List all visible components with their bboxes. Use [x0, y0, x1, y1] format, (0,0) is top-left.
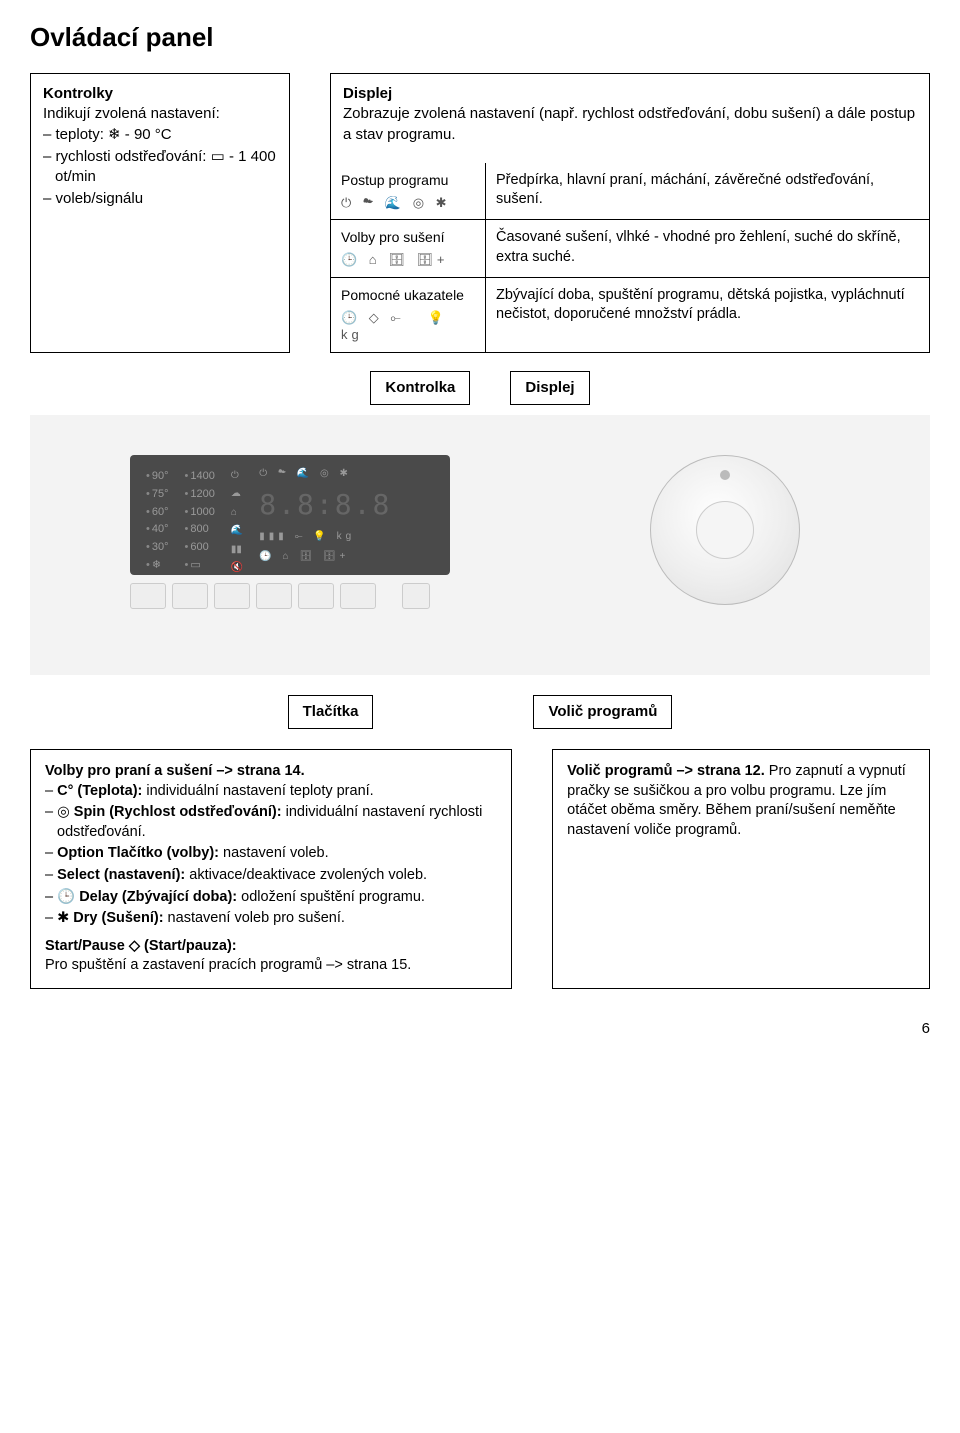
leftblock-item: Select (nastavení): aktivace/deaktivace …	[45, 866, 497, 886]
displej-box: Displej Zobrazuje zvolená nastavení (nap…	[330, 73, 930, 353]
kontrolky-item: rychlosti odstřeďování: ▭ - 1 400 ot/min	[43, 147, 277, 188]
spin-val: 1200	[190, 488, 214, 500]
spin-val: 1400	[190, 470, 214, 482]
option-icon: 🌊	[231, 524, 243, 538]
panel-button[interactable]	[172, 583, 208, 609]
row-label: Volby pro sušení	[341, 228, 475, 247]
panel-button[interactable]	[130, 583, 166, 609]
spin-val: 1000	[190, 506, 214, 518]
row-icons: 🕒 ⌂ 🗄 🗄+	[341, 251, 475, 269]
row-label: Postup programu	[341, 171, 475, 190]
temp-val: 75°	[152, 488, 169, 500]
leftblock-item: ✱ Dry (Sušení): nastavení voleb pro suše…	[45, 909, 497, 929]
page-title: Ovládací panel	[30, 20, 930, 55]
leftblock-item: 🕒 Delay (Zbývající doba): odložení spušt…	[45, 888, 497, 908]
option-icon: ⌂	[231, 506, 243, 520]
leftblock-subheading: Start/Pause ◇ (Start/pauza):	[45, 937, 497, 957]
label-volic: Volič programů	[533, 695, 672, 729]
row-desc: Časované sušení, vlhké - vhodné pro žehl…	[486, 220, 929, 276]
kontrolky-heading: Kontrolky	[43, 84, 277, 104]
temp-val: 90°	[152, 470, 169, 482]
panel-button[interactable]	[256, 583, 292, 609]
seg-sub1: ▮▮▮ ⟜ 💡 kg	[259, 530, 391, 544]
option-icon: ⏻	[231, 469, 243, 483]
row-desc: Předpírka, hlavní praní, máchání, závěre…	[486, 163, 929, 219]
option-icon: ☁	[231, 487, 243, 501]
temp-val: 40°	[152, 523, 169, 535]
seg-icons-top: ⏻ ☁ 🌊 ◎ ✱	[259, 467, 391, 481]
option-icon: 🔇	[231, 561, 243, 575]
label-tlacitka: Tlačítka	[288, 695, 374, 729]
connector-label-displej: Displej	[510, 371, 589, 405]
panel-button-start[interactable]	[402, 583, 430, 609]
display-panel: •90° •75° •60° •40° •30° •❄ •1400 •1200 …	[130, 455, 450, 575]
connector-label-kontrolka: Kontrolka	[370, 371, 470, 405]
row-icons: ⏻ ☁ 🌊 ◎ ✱	[341, 194, 475, 212]
row-desc: Zbývající doba, spuštění programu, dětsk…	[486, 278, 929, 352]
seg-sub2: 🕒 ⌂ 🗄 🗄+	[259, 550, 391, 564]
kontrolky-intro: Indikují zvolená nastavení:	[43, 104, 277, 124]
displej-heading: Displej	[343, 85, 392, 102]
option-icon: ▮▮	[231, 543, 243, 557]
seven-segment: 8.8:8.8	[259, 486, 391, 524]
rightblock-heading: Volič programů –> strana 12.	[567, 763, 765, 779]
spin-val: 600	[190, 541, 208, 553]
leftblock-subtext: Pro spuštění a zastavení pracích program…	[45, 956, 497, 976]
dial-description-box: Volič programů –> strana 12. Pro zapnutí…	[552, 749, 930, 989]
panel-button[interactable]	[298, 583, 334, 609]
program-dial[interactable]	[650, 455, 800, 605]
buttons-description-box: Volby pro praní a sušení –> strana 14. C…	[30, 749, 512, 989]
temp-val: 30°	[152, 541, 169, 553]
panel-button[interactable]	[214, 583, 250, 609]
button-row	[130, 583, 430, 609]
temp-val: 60°	[152, 506, 169, 518]
row-label: Pomocné ukazatele	[341, 286, 475, 305]
leftblock-item: ◎ Spin (Rychlost odstřeďování): individu…	[45, 803, 497, 842]
kontrolky-item: teploty: ❄ - 90 °C	[43, 125, 277, 145]
spin-val: 800	[190, 523, 208, 535]
kontrolky-item: voleb/signálu	[43, 189, 277, 209]
panel-button[interactable]	[340, 583, 376, 609]
page-number: 6	[30, 1019, 930, 1039]
displej-desc: Zobrazuje zvolená nastavení (např. rychl…	[343, 104, 917, 145]
leftblock-item: Option Tlačítko (volby): nastavení voleb…	[45, 844, 497, 864]
leftblock-heading: Volby pro praní a sušení –> strana 14.	[45, 762, 497, 782]
row-icons: 🕒 ◇ ⟜ 💡 kg	[341, 309, 475, 344]
kontrolky-box: Kontrolky Indikují zvolená nastavení: te…	[30, 73, 290, 353]
control-panel-diagram: •90° •75° •60° •40° •30° •❄ •1400 •1200 …	[30, 415, 930, 675]
leftblock-item: C° (Teplota): individuální nastavení tep…	[45, 782, 497, 802]
